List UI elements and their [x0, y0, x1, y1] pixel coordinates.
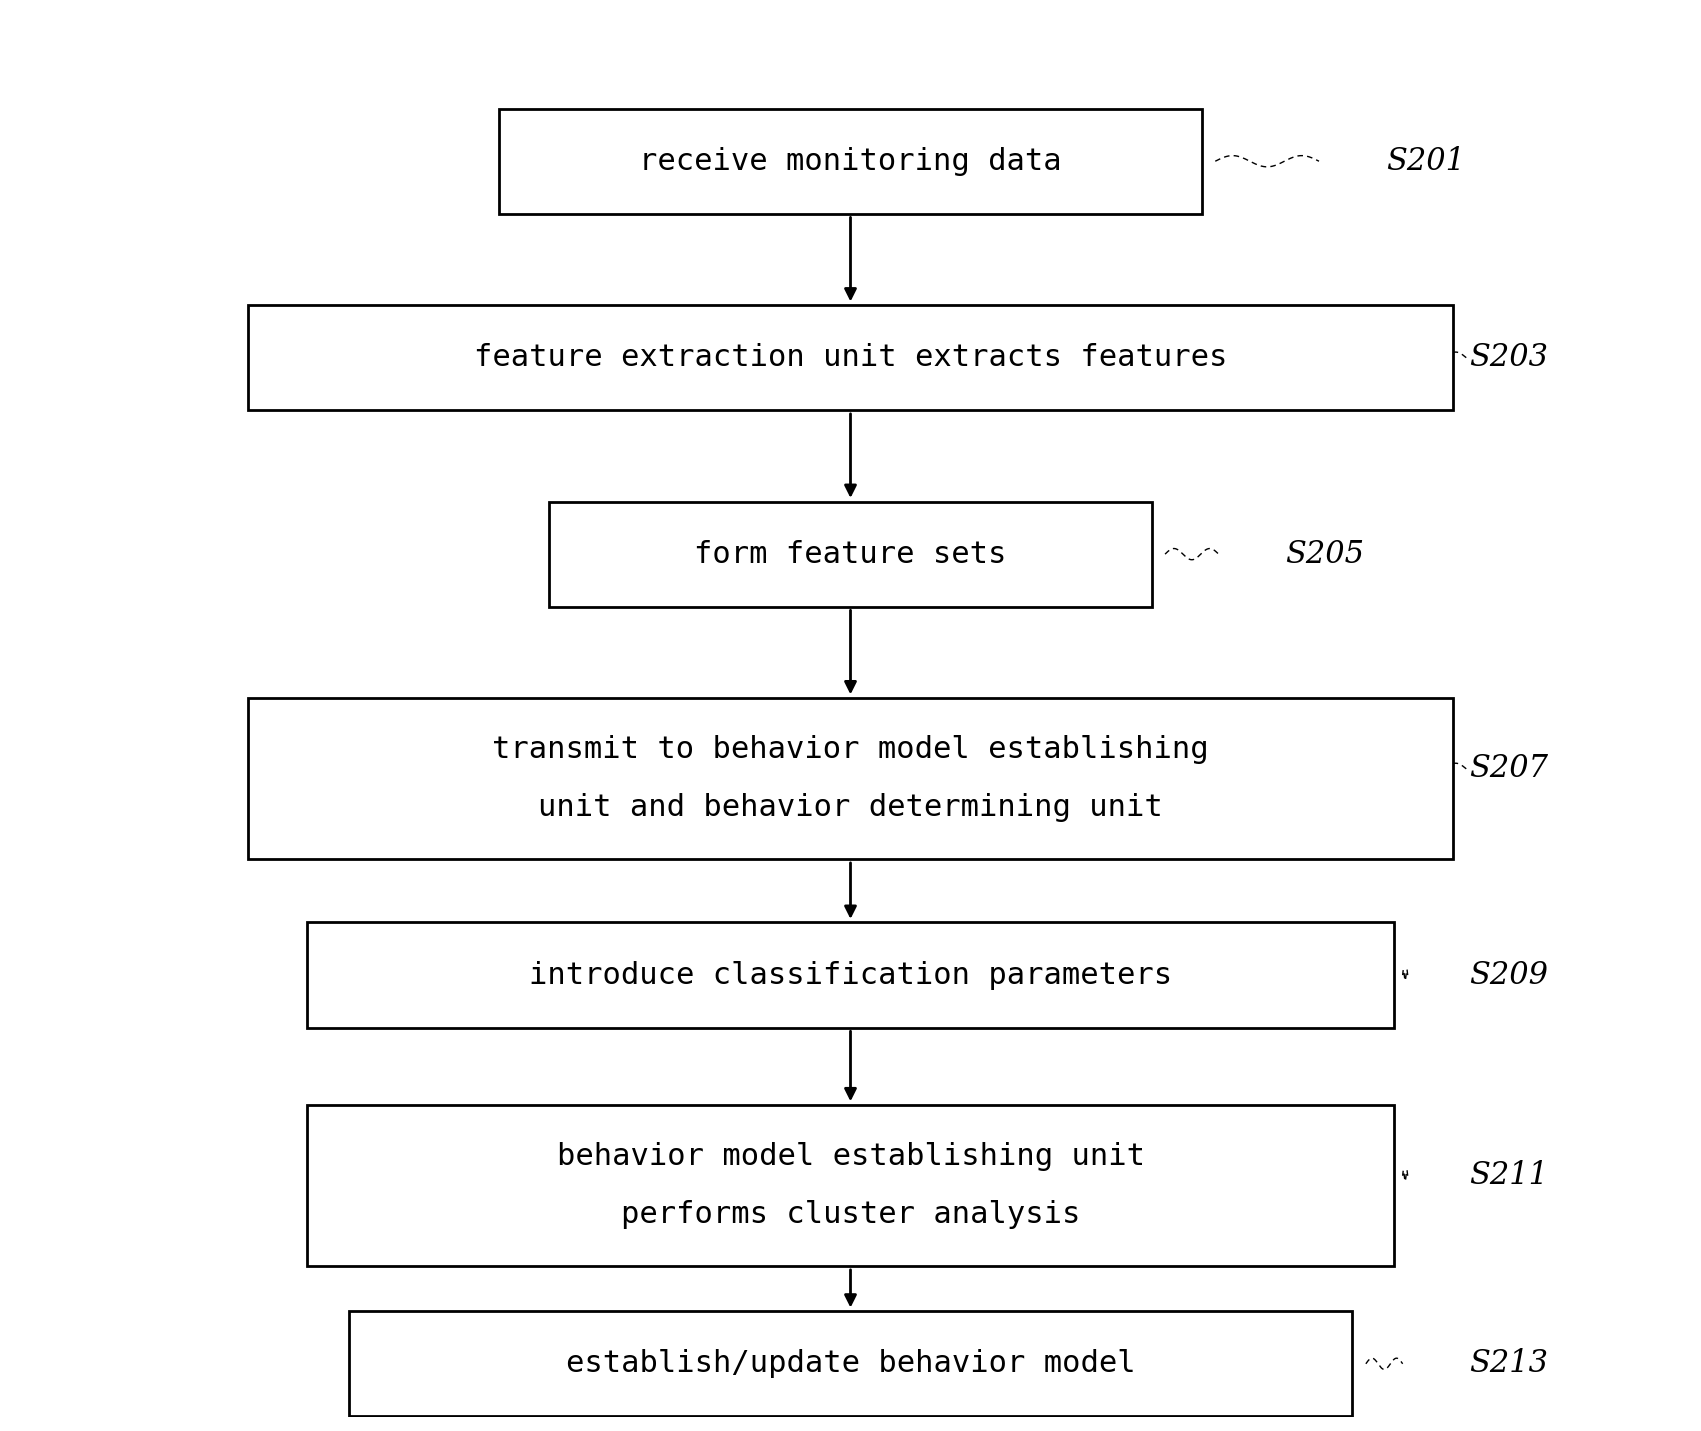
Bar [498, 109, 1203, 213]
Bar [248, 305, 1453, 411]
Text: S203: S203 [1470, 342, 1548, 373]
Text: S207: S207 [1470, 753, 1548, 784]
Text: S213: S213 [1470, 1348, 1548, 1379]
Text: establish/update behavior model: establish/update behavior model [566, 1349, 1135, 1378]
Text: S209: S209 [1470, 960, 1548, 990]
Bar [306, 1105, 1395, 1266]
Text: transmit to behavior model establishing: transmit to behavior model establishing [492, 736, 1209, 764]
Bar [549, 501, 1152, 607]
Text: S205: S205 [1286, 538, 1364, 570]
Text: performs cluster analysis: performs cluster analysis [621, 1201, 1080, 1229]
Text: receive monitoring data: receive monitoring data [640, 147, 1061, 176]
Bar [306, 923, 1395, 1027]
Bar [349, 1311, 1352, 1417]
Text: feature extraction unit extracts features: feature extraction unit extracts feature… [475, 343, 1226, 372]
Bar [248, 698, 1453, 860]
Text: S201: S201 [1386, 146, 1465, 176]
Text: form feature sets: form feature sets [694, 539, 1007, 568]
Text: behavior model establishing unit: behavior model establishing unit [556, 1142, 1145, 1171]
Text: S211: S211 [1470, 1161, 1548, 1191]
Text: introduce classification parameters: introduce classification parameters [529, 960, 1172, 990]
Text: unit and behavior determining unit: unit and behavior determining unit [538, 793, 1163, 823]
